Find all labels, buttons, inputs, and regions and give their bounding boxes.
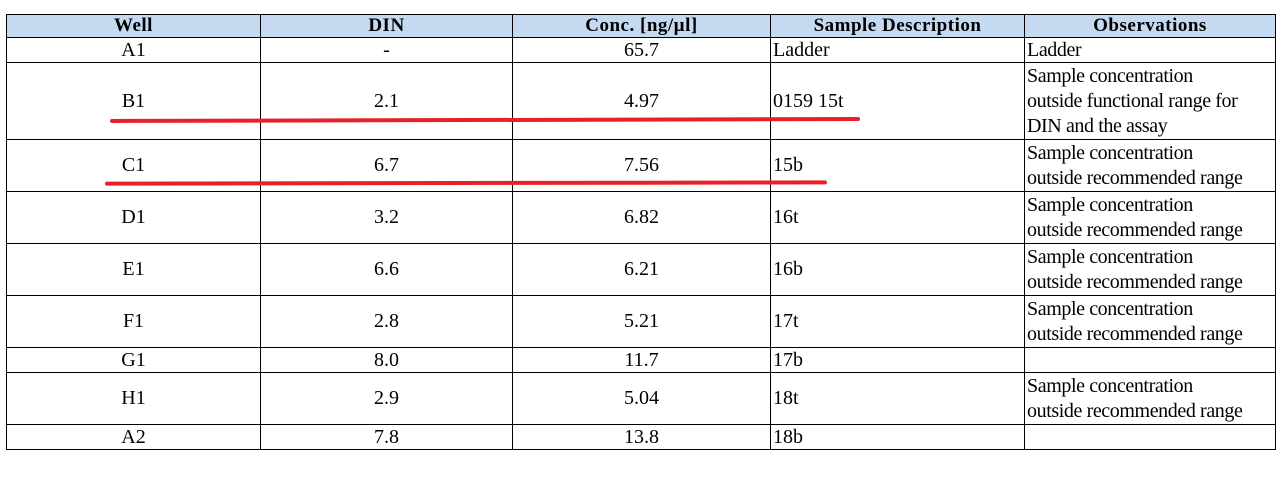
din-cell: - <box>260 37 513 63</box>
header-conc: Conc. [ng/µl] <box>512 14 771 38</box>
observations-cell: Sample concentration outside recommended … <box>1024 139 1276 192</box>
header-din: DIN <box>260 14 513 38</box>
observation-line: outside functional range for <box>1027 89 1238 112</box>
table-row: A1-65.7 Ladder Ladder <box>6 37 1276 63</box>
conc-cell: 6.82 <box>512 191 771 244</box>
din-cell: 8.0 <box>260 347 513 373</box>
observation-line: Sample concentration <box>1027 297 1193 320</box>
observation-line: Sample concentration <box>1027 64 1193 87</box>
header-observations: Observations <box>1024 14 1276 38</box>
sample-description-cell: 18t <box>770 372 1025 425</box>
conc-cell: 11.7 <box>512 347 771 373</box>
observation-line: Sample concentration <box>1027 374 1193 397</box>
observation-line: outside recommended range <box>1027 322 1243 345</box>
header-well: Well <box>6 14 261 38</box>
header-row: Well DIN Conc. [ng/µl] Sample Descriptio… <box>6 14 1276 38</box>
observation-line: outside recommended range <box>1027 399 1243 422</box>
din-cell: 2.9 <box>260 372 513 425</box>
sample-description-cell: 17b <box>770 347 1025 373</box>
observation-line: outside recommended range <box>1027 270 1243 293</box>
observations-cell: Sample concentration outside recommended … <box>1024 191 1276 244</box>
din-cell: 3.2 <box>260 191 513 244</box>
conc-cell: 6.21 <box>512 243 771 296</box>
observations-cell: Sample concentration outside recommended … <box>1024 243 1276 296</box>
sample-description-cell: 16t <box>770 191 1025 244</box>
sample-description-cell: 16b <box>770 243 1025 296</box>
table-row: H1 2.9 5.04 18t Sample concentration outside … <box>6 372 1276 425</box>
observation-line: Ladder <box>1027 39 1082 61</box>
sample-description-cell: Ladder <box>770 37 1025 63</box>
well-cell: A2 <box>6 424 261 450</box>
results-table-container: Well DIN Conc. [ng/µl] Sample Descriptio… <box>6 14 1276 450</box>
observation-line: Sample concentration <box>1027 245 1193 268</box>
din-cell: 6.6 <box>260 243 513 296</box>
table-row: E1 6.6 6.21 16b Sample concentration outside … <box>6 243 1276 296</box>
table-row: A2 7.8 13.8 18b <box>6 424 1276 450</box>
sample-description-cell: 18b <box>770 424 1025 450</box>
well-cell: E1 <box>6 243 261 296</box>
table-row: G1 8.0 11.7 17b <box>6 347 1276 373</box>
observations-cell: Sample concentration outside functional r… <box>1024 62 1276 140</box>
observation-line: DIN and the assay <box>1027 114 1168 137</box>
well-cell: F1 <box>6 295 261 348</box>
observations-cell: Sample concentration outside recommended … <box>1024 372 1276 425</box>
din-cell: 7.8 <box>260 424 513 450</box>
header-sample-description: Sample Description <box>770 14 1025 38</box>
conc-cell: 5.04 <box>512 372 771 425</box>
observations-cell: Ladder <box>1024 37 1276 63</box>
observations-cell: Sample concentration outside recommended … <box>1024 295 1276 348</box>
observation-line: Sample concentration <box>1027 193 1193 216</box>
conc-cell: 5.21 <box>512 295 771 348</box>
conc-cell: 4.97 <box>512 62 771 140</box>
well-cell: G1 <box>6 347 261 373</box>
observation-line: outside recommended range <box>1027 166 1243 189</box>
well-cell: H1 <box>6 372 261 425</box>
table-row: B1 2.1 4.97 0159 15t Sample concentration out… <box>6 62 1276 140</box>
well-cell: A1 <box>6 37 261 63</box>
results-table: Well DIN Conc. [ng/µl] Sample Descriptio… <box>6 14 1276 450</box>
din-cell: 2.8 <box>260 295 513 348</box>
conc-cell: 13.8 <box>512 424 771 450</box>
well-cell: B1 <box>6 62 261 140</box>
observations-cell <box>1024 424 1276 450</box>
well-cell: D1 <box>6 191 261 244</box>
table-row: D1 3.2 6.82 16t Sample concentration outside … <box>6 191 1276 244</box>
din-cell: 2.1 <box>260 62 513 140</box>
observation-line: Sample concentration <box>1027 141 1193 164</box>
sample-description-cell: 17t <box>770 295 1025 348</box>
conc-cell: 65.7 <box>512 37 771 63</box>
observation-line: outside recommended range <box>1027 218 1243 241</box>
table-row: F1 2.8 5.21 17t Sample concentration outside … <box>6 295 1276 348</box>
sample-description-cell: 0159 15t <box>770 62 1025 140</box>
observations-cell <box>1024 347 1276 373</box>
